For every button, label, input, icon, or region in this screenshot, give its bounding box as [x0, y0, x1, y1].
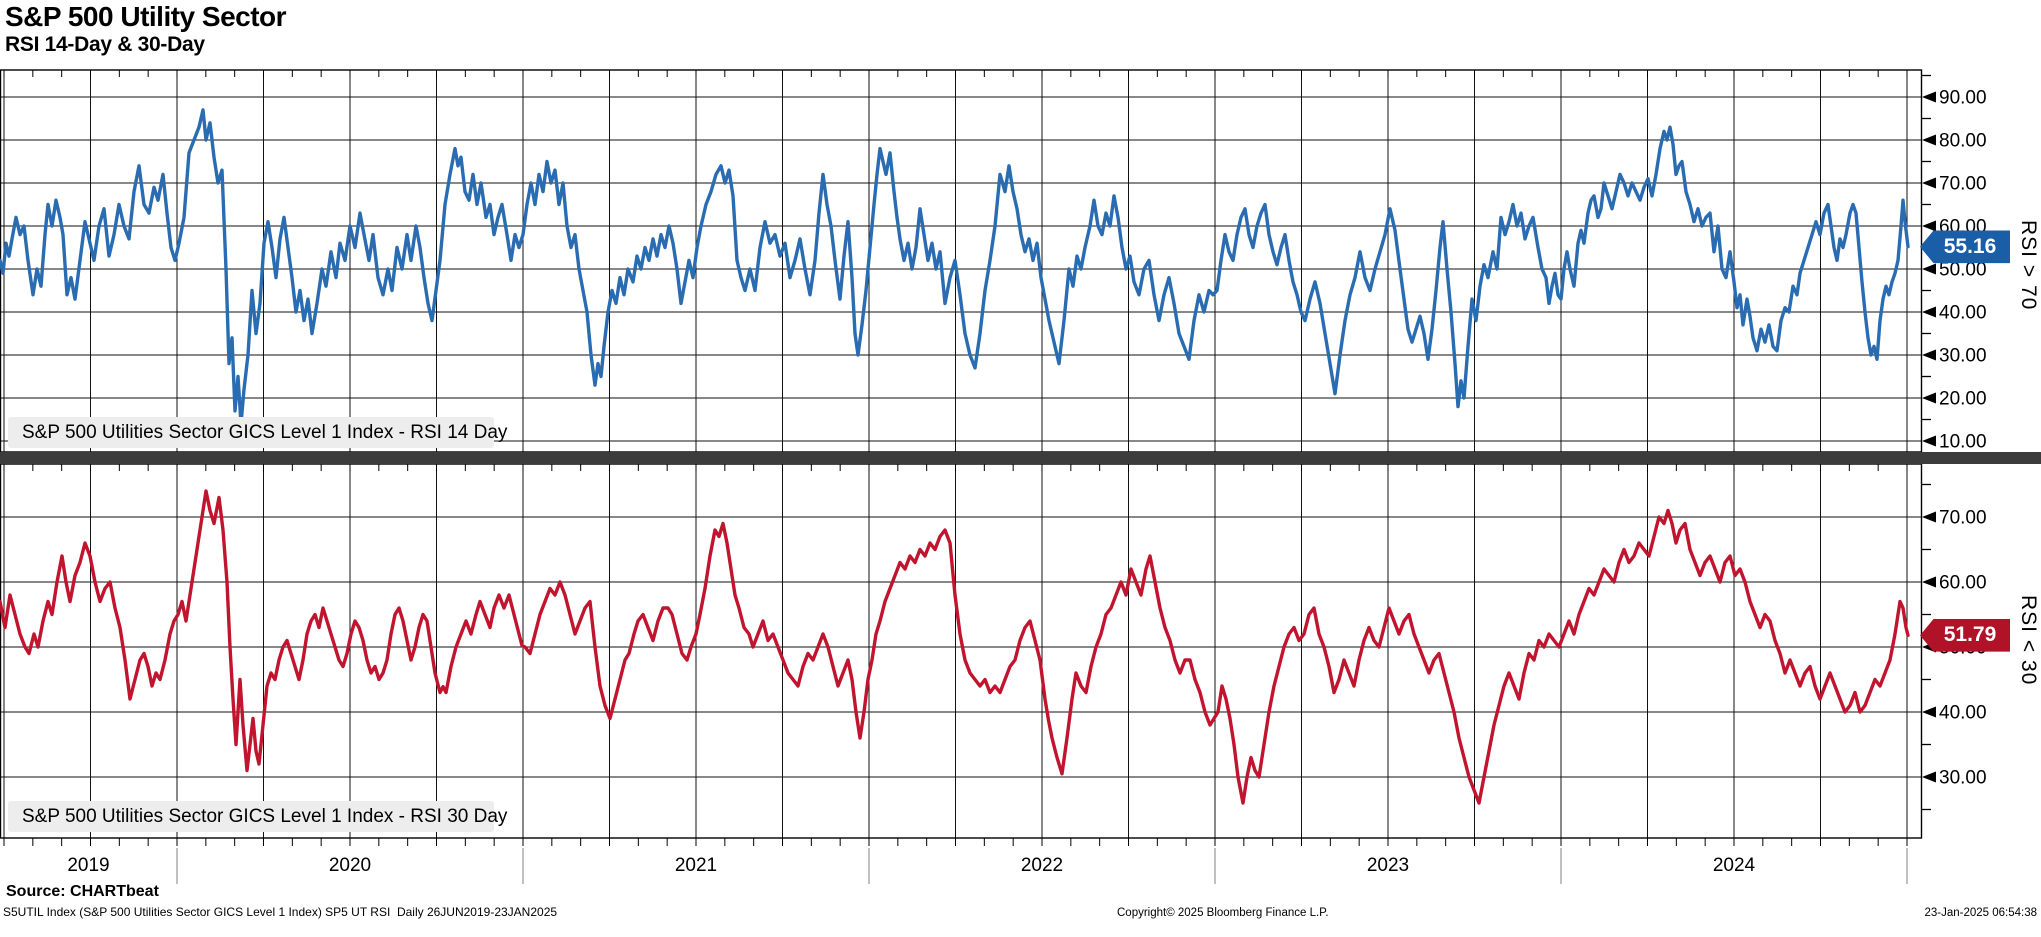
- index-description: S5UTIL Index (S&P 500 Utilities Sector G…: [3, 905, 558, 919]
- ytick-rsi30: 30.00: [1939, 768, 1987, 789]
- line-rsi30: [0, 489, 1910, 805]
- legend-rsi14: S&P 500 Utilities Sector GICS Level 1 In…: [8, 417, 507, 448]
- line-rsi14: [0, 108, 1910, 426]
- ytick-rsi30: 60.00: [1939, 573, 1987, 594]
- xtick-year: 2019: [67, 855, 109, 876]
- xtick-year: 2020: [329, 855, 371, 876]
- rsi30-last-value-badge: 51.79: [1920, 619, 2010, 652]
- ytick-rsi14: 10.00: [1939, 432, 1987, 453]
- ytick-rsi30: 70.00: [1939, 508, 1987, 529]
- copyright-label: Copyright© 2025 Bloomberg Finance L.P.: [1117, 907, 1329, 919]
- ytick-rsi14: 70.00: [1939, 174, 1987, 195]
- panel-separator: [0, 452, 2041, 464]
- legend-rsi30: S&P 500 Utilities Sector GICS Level 1 In…: [8, 801, 507, 832]
- rsi14-axis-title: RSI > 70: [2017, 219, 2040, 311]
- rsi30-axis-title: RSI < 30: [2017, 594, 2040, 686]
- xtick-year: 2023: [1367, 855, 1409, 876]
- ytick-rsi30: 40.00: [1939, 703, 1987, 724]
- legend-rsi14-label: S&P 500 Utilities Sector GICS Level 1 In…: [22, 421, 508, 443]
- rsi14-last-value-badge: 55.16: [1920, 230, 2010, 264]
- xtick-year: 2022: [1021, 855, 1063, 876]
- page-subtitle: RSI 14-Day & 30-Day: [5, 33, 205, 56]
- xtick-year: 2021: [675, 855, 717, 876]
- ytick-rsi14: 90.00: [1939, 88, 1987, 109]
- ytick-rsi14: 50.00: [1939, 260, 1987, 281]
- timestamp-label: 23-Jan-2025 06:54:38: [1924, 907, 2037, 919]
- source-label: Source: CHARTbeat: [6, 883, 159, 900]
- xtick-year: 2024: [1713, 855, 1756, 876]
- ytick-rsi14: 20.00: [1939, 389, 1987, 410]
- page-title: S&P 500 Utility Sector: [5, 1, 287, 32]
- ytick-rsi14: 40.00: [1939, 303, 1987, 324]
- ytick-rsi14: 80.00: [1939, 131, 1987, 152]
- legend-rsi30-label: S&P 500 Utilities Sector GICS Level 1 In…: [22, 805, 508, 827]
- ytick-rsi14: 30.00: [1939, 346, 1987, 367]
